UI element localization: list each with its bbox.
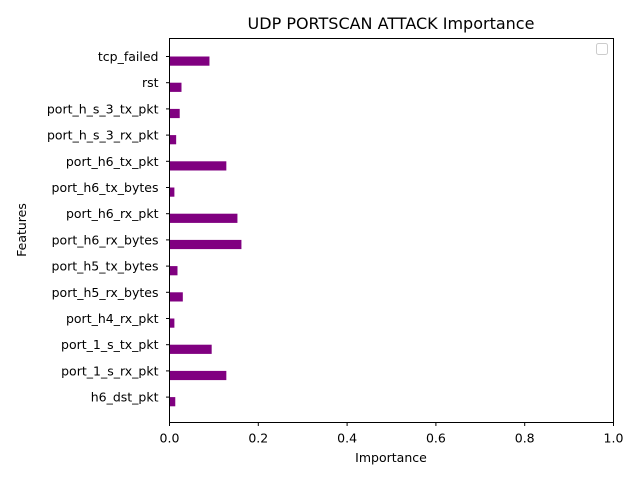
x-tick-label: 0.8 [515,431,535,446]
bar-port_h5_tx_bytes [169,266,178,276]
x-tick-label: 0.0 [160,431,180,446]
y-axis-label: Features [14,203,29,257]
bar-port_h4_rx_pkt [169,318,175,328]
y-tick-label: port_h4_rx_pkt [66,311,159,326]
y-tick-label: port_h5_rx_bytes [52,285,159,300]
bar-h6_dst_pkt [169,397,176,407]
y-tick-label: port_h5_tx_bytes [52,259,159,274]
x-tick-label: 0.2 [248,431,268,446]
y-tick-label: rst [142,75,159,90]
bar-port_1_s_tx_pkt [169,344,212,354]
legend-box [596,43,608,55]
x-tick-label: 0.4 [337,431,357,446]
bar-port_1_s_rx_pkt [169,370,227,381]
y-tick-label: port_h6_tx_pkt [66,154,159,169]
bar-port_h6_tx_pkt [169,161,227,171]
bar-port_h5_rx_bytes [169,292,183,302]
x-axis-ticks: 0.0 0.2 0.4 0.6 0.8 1.0 [160,422,624,446]
y-tick-label: port_h6_rx_bytes [52,232,159,247]
y-tick-label: port_h6_rx_pkt [66,206,159,221]
bar-tcp_failed [169,56,210,66]
x-tick-label: 0.6 [426,431,446,446]
bar-port_h_s_3_tx_pkt [169,108,180,119]
y-tick-label: port_h6_tx_bytes [52,180,159,195]
x-tick-label: 1.0 [604,431,624,446]
bar-rst [169,82,182,92]
y-tick-label: port_1_s_rx_pkt [61,363,158,378]
x-axis-label: Importance [355,450,427,465]
y-tick-label: port_1_s_tx_pkt [61,337,159,352]
chart-title: UDP PORTSCAN ATTACK Importance [248,14,535,33]
y-tick-label: h6_dst_pkt [91,390,159,405]
bar-port_h6_rx_bytes [169,239,242,250]
y-tick-label: port_h_s_3_rx_pkt [47,128,159,143]
plot-frame [169,38,614,423]
y-tick-label: port_h_s_3_tx_pkt [47,101,159,116]
bars [169,56,242,407]
bar-port_h6_tx_bytes [169,187,175,197]
y-tick-label: tcp_failed [98,49,159,64]
bar-port_h6_rx_pkt [169,213,238,223]
bar-port_h_s_3_rx_pkt [169,135,177,145]
